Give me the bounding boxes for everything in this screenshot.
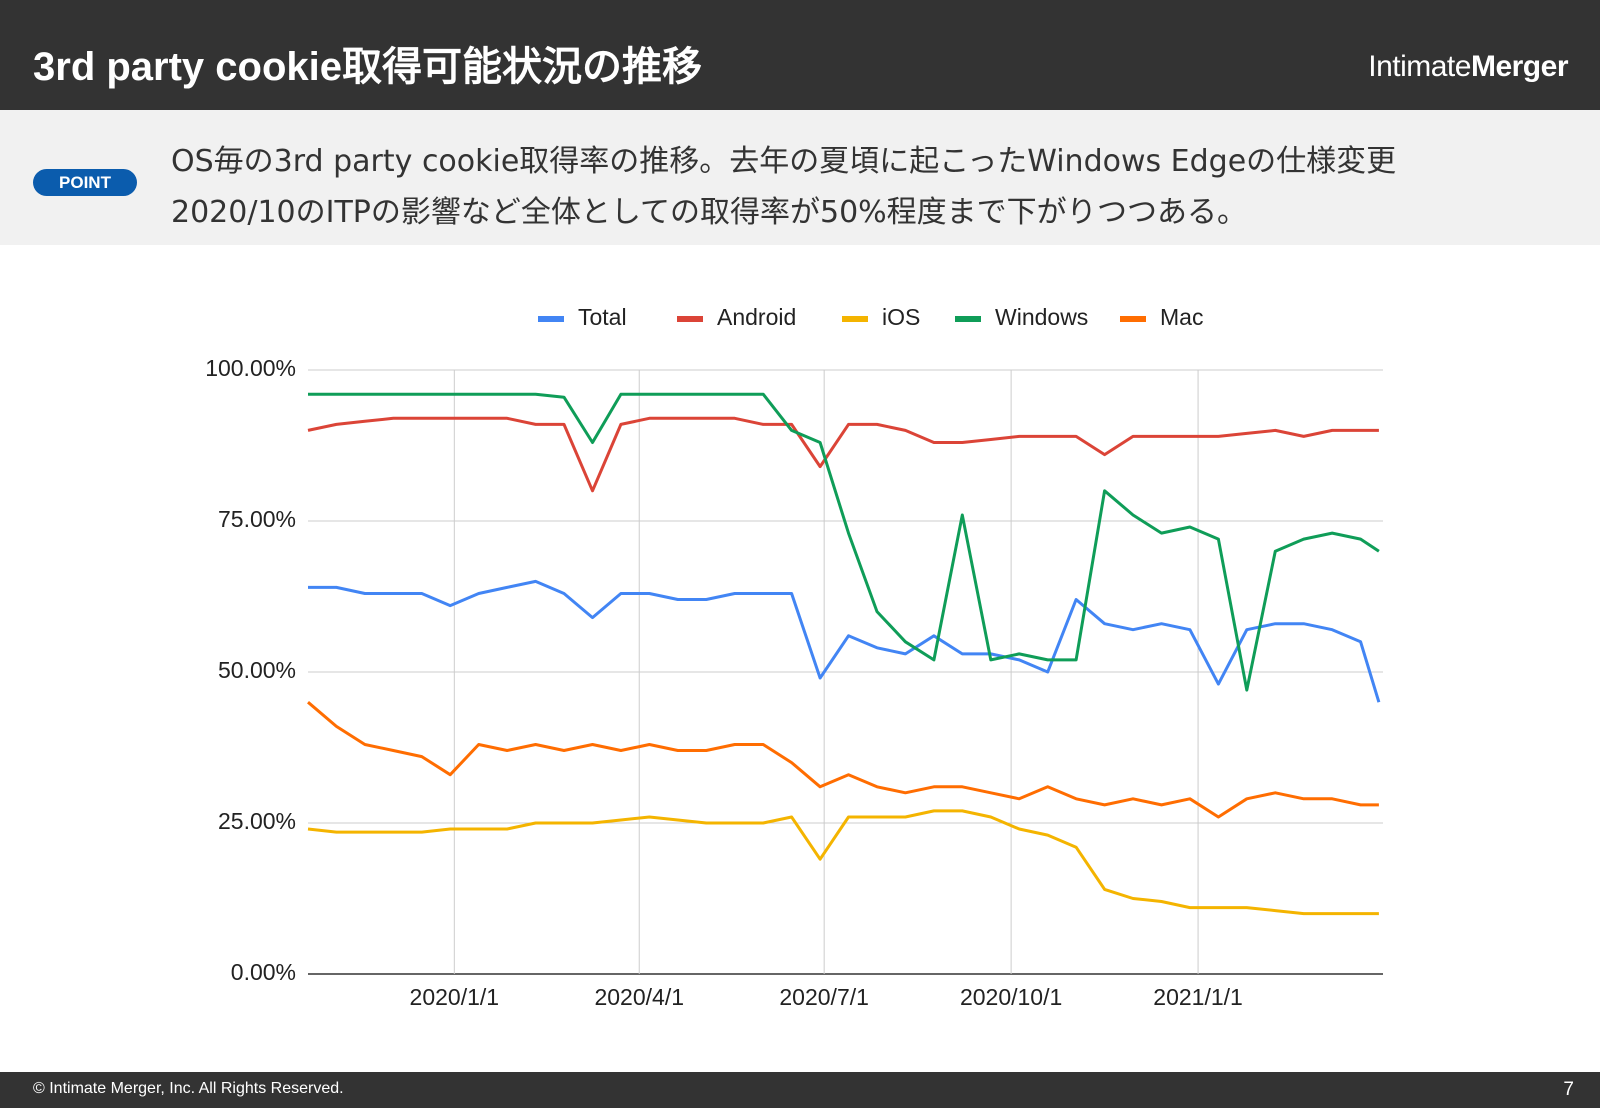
logo-light: Intimate bbox=[1368, 50, 1471, 83]
x-tick-label: 2020/1/1 bbox=[410, 984, 500, 1010]
logo-bold: Merger bbox=[1470, 50, 1569, 83]
point-band: POINT OS毎の3rd party cookie取得率の推移。去年の夏頃に起… bbox=[0, 110, 1600, 245]
legend-label: Windows bbox=[995, 304, 1088, 330]
point-text: OS毎の3rd party cookie取得率の推移。去年の夏頃に起こったWin… bbox=[171, 136, 1396, 238]
legend-swatch bbox=[955, 316, 981, 322]
y-tick-label: 25.00% bbox=[218, 808, 296, 834]
y-tick-label: 75.00% bbox=[218, 506, 296, 532]
series-line bbox=[307, 809, 1379, 916]
legend-label: Total bbox=[578, 304, 627, 330]
x-tick-label: 2020/7/1 bbox=[779, 984, 869, 1010]
point-line: OS毎の3rd party cookie取得率の推移。去年の夏頃に起こったWin… bbox=[171, 144, 1397, 179]
copyright: © Intimate Merger, Inc. All Rights Reser… bbox=[33, 1080, 344, 1097]
slide-title: 3rd party cookie取得可能状況の推移 bbox=[33, 45, 703, 89]
x-tick-label: 2020/4/1 bbox=[594, 984, 684, 1010]
x-tick-label: 2021/1/1 bbox=[1153, 984, 1243, 1010]
y-tick-label: 0.00% bbox=[231, 959, 296, 985]
legend-swatch bbox=[1120, 316, 1146, 322]
y-tick-label: 50.00% bbox=[218, 657, 296, 683]
legend-swatch bbox=[538, 316, 564, 322]
x-tick-label: 2020/10/1 bbox=[960, 984, 1062, 1010]
series-line bbox=[308, 579, 1381, 703]
point-badge: POINT bbox=[33, 169, 137, 196]
legend-label: Mac bbox=[1160, 304, 1203, 330]
legend-swatch bbox=[842, 316, 868, 322]
legend-swatch bbox=[677, 316, 703, 322]
legend-label: iOS bbox=[882, 304, 920, 330]
page-number: 7 bbox=[1563, 1079, 1574, 1100]
logo: IntimateMerger bbox=[1368, 50, 1568, 84]
footer-bar: © Intimate Merger, Inc. All Rights Reser… bbox=[0, 1072, 1600, 1108]
y-tick-label: 100.00% bbox=[205, 355, 296, 381]
point-line: 2020/10のITPの影響など全体としての取得率が50%程度まで下がりつつある… bbox=[171, 195, 1247, 230]
header-bar: 3rd party cookie取得可能状況の推移 IntimateMerger bbox=[0, 0, 1600, 110]
series-line bbox=[308, 392, 1380, 692]
series-line bbox=[307, 416, 1379, 493]
chart: 0.00% 25.00% 50.00% 75.00% 100.00% 2020/1/1 20… bbox=[205, 304, 1383, 1010]
legend-label: Android bbox=[717, 304, 796, 330]
series-line bbox=[307, 701, 1379, 819]
